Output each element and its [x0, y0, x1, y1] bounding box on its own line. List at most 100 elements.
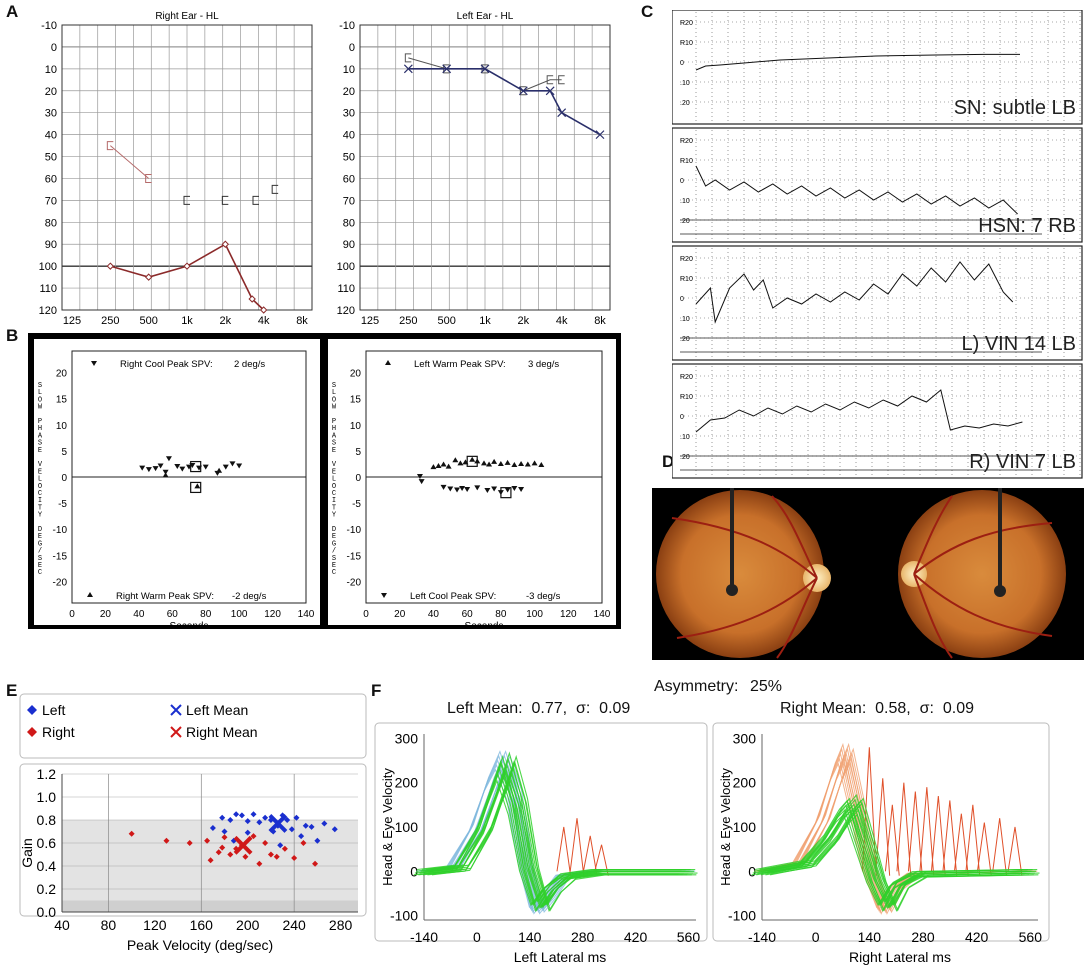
y-tick-label: -20	[347, 577, 362, 588]
y-tick-label: 30	[343, 108, 355, 120]
x-tick-label: 160	[190, 917, 214, 933]
y-axis-label-char: V	[38, 461, 43, 469]
panel-label-f: F	[371, 681, 382, 700]
panel-label-c: C	[641, 2, 654, 21]
y-tick-label: 200	[733, 775, 757, 791]
y-tick-label: 90	[343, 239, 355, 251]
data-point-right	[273, 853, 280, 860]
eye-velocity-trace	[763, 798, 1032, 909]
data-point-right	[128, 830, 135, 837]
x-tick-label: 140	[298, 609, 315, 620]
data-point-down	[491, 486, 498, 492]
data-point-bracket	[519, 86, 527, 96]
legend-bottom-label: Right Warm Peak SPV:	[116, 591, 214, 602]
saccade-trace	[953, 813, 969, 876]
y-axis-label-char: E	[332, 533, 336, 541]
legend-marker-x	[170, 704, 182, 716]
data-point-left	[284, 817, 291, 823]
y-tick-label: 120	[337, 305, 355, 317]
data-point-diamond	[221, 240, 230, 248]
data-point-left	[227, 817, 234, 823]
peak-spv-box	[190, 481, 202, 494]
y-axis-label-char: H	[332, 425, 336, 433]
y-tick-label: 40	[45, 130, 57, 142]
data-point-left	[221, 828, 228, 835]
vng-trace-line	[695, 389, 1023, 433]
legend-top-marker	[91, 361, 97, 366]
y-tick-label: 20	[56, 369, 68, 380]
x-tick-label: 125	[63, 315, 81, 325]
y-axis-label-char: /	[38, 548, 42, 556]
vhit-left-impulse-chart: 300 200 100 0 -100 -140 0 140 280 420 560 Left Late…	[374, 722, 708, 965]
y-tick-label: 10	[45, 64, 57, 76]
data-point-x	[595, 130, 605, 140]
y-tick-label: -10	[347, 525, 362, 536]
vng-panel: R20 R10 0 .10 .20 L) VIN 14 LB	[672, 245, 1083, 361]
data-point-bracket	[404, 53, 412, 63]
vng-trace-line	[695, 261, 1014, 324]
y-axis-label-char: S	[332, 555, 336, 563]
data-point-right	[227, 851, 234, 858]
plot-background	[34, 339, 320, 625]
x-tick-label: 40	[428, 609, 440, 620]
data-point-up	[486, 461, 493, 467]
data-point-down	[152, 466, 159, 472]
x-axis-label: Right Lateral ms	[849, 949, 951, 965]
y-tick-label: R20	[680, 374, 693, 381]
data-point-left	[314, 837, 321, 844]
data-point-down	[165, 456, 172, 462]
data-point-bracket	[271, 184, 279, 194]
data-point-right	[312, 860, 319, 867]
data-point-left	[279, 812, 286, 819]
y-tick-label: 110	[337, 283, 355, 295]
right-mean-marker	[233, 835, 253, 855]
series-line-air-conduction	[408, 68, 601, 136]
y-axis-label-char: P	[38, 418, 42, 426]
y-tick-label: .10	[680, 198, 690, 205]
x-tick-label: 8k	[594, 315, 606, 325]
data-point-left	[277, 842, 284, 849]
saccade-trace	[896, 782, 912, 876]
data-point-right	[267, 851, 274, 858]
x-tick-label: 4k	[258, 315, 270, 325]
audiogram-title: Left Ear - HL	[457, 11, 514, 22]
y-tick-label: -10	[41, 20, 57, 32]
data-point-right	[281, 845, 288, 852]
eye-velocity-trace	[428, 772, 693, 906]
eye-velocity-trace	[431, 761, 697, 912]
data-point-bracket	[546, 75, 554, 85]
legend-bottom-value: -3 deg/s	[526, 591, 561, 602]
y-axis-label: Head & Eye Velocity	[718, 768, 733, 886]
eye-velocity-trace	[767, 804, 1037, 906]
eye-velocity-trace	[753, 804, 1023, 906]
x-axis-label: Seconds	[465, 621, 504, 625]
y-axis-label-char: V	[332, 461, 337, 469]
vng-panel-label: R) VIN 7 LB	[969, 451, 1076, 473]
data-point-bracket	[252, 195, 259, 205]
fundus-left-eye	[898, 488, 1066, 659]
y-tick-label: 0	[748, 863, 756, 879]
data-point-right	[250, 833, 257, 840]
y-tick-label: 10	[350, 421, 362, 432]
vng-panel: R20 R10 0 .10 .20 R) VIN 7 LB	[672, 363, 1083, 479]
data-point-up	[518, 460, 525, 466]
x-tick-label: 1k	[181, 315, 193, 325]
eye-velocity-trace	[769, 802, 1039, 912]
y-axis-label-char: L	[38, 389, 42, 397]
y-tick-label: R20	[680, 138, 693, 145]
y-tick-label: 80	[343, 217, 355, 229]
x-tick-label: -140	[748, 929, 776, 945]
y-tick-label: 110	[39, 283, 57, 295]
saccade-trace	[1007, 826, 1023, 876]
x-axis-label: Left Lateral ms	[514, 949, 607, 965]
asymmetry-value: 25%	[750, 678, 783, 695]
fundus-images	[656, 488, 1066, 659]
data-point-left	[288, 826, 295, 833]
data-point-x	[518, 86, 528, 96]
x-tick-label: -140	[410, 929, 438, 945]
x-axis-label: Seconds	[170, 621, 209, 625]
y-tick-label: 0	[51, 42, 57, 54]
x-axis-label: Peak Velocity (deg/sec)	[127, 937, 273, 953]
vng-panel-label: HSN: 7 RB	[978, 215, 1076, 237]
data-point-up	[445, 463, 452, 469]
